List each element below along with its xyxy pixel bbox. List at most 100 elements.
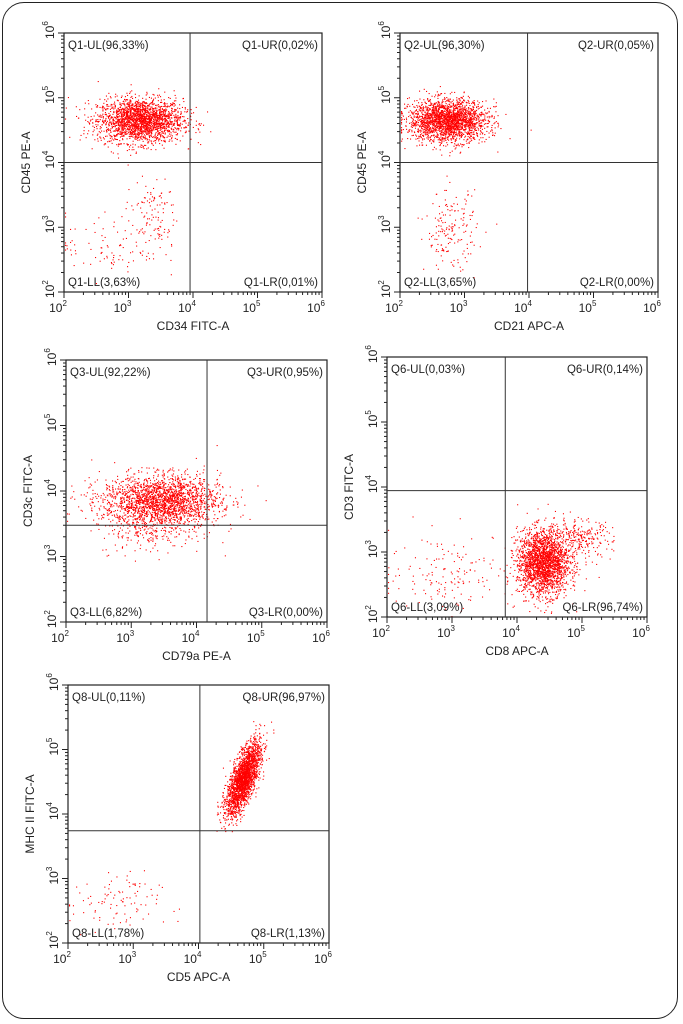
data-point xyxy=(417,138,419,140)
data-point xyxy=(134,119,136,121)
data-point xyxy=(134,111,136,113)
data-point xyxy=(421,133,423,135)
data-point xyxy=(109,114,111,116)
data-point xyxy=(445,125,447,127)
data-point xyxy=(449,98,451,100)
data-point xyxy=(149,119,151,121)
data-point xyxy=(158,88,160,90)
data-point xyxy=(471,121,473,123)
data-point xyxy=(457,110,459,112)
data-point xyxy=(441,105,443,107)
data-point xyxy=(438,94,440,96)
data-point xyxy=(172,130,174,132)
data-point xyxy=(158,127,160,129)
data-point xyxy=(127,164,129,166)
data-point xyxy=(482,101,484,103)
x-axis-label: CD21 APC-A xyxy=(494,319,564,333)
data-point xyxy=(431,117,433,119)
data-point xyxy=(132,119,134,121)
data-point xyxy=(93,129,95,131)
data-point xyxy=(448,229,450,231)
data-point xyxy=(151,214,153,216)
data-point xyxy=(136,124,138,126)
data-point xyxy=(469,113,471,115)
data-point xyxy=(168,126,170,128)
data-point xyxy=(435,106,437,108)
data-point xyxy=(140,109,142,111)
data-point xyxy=(154,97,156,99)
data-point xyxy=(131,104,133,106)
data-point xyxy=(160,118,162,120)
data-point xyxy=(114,106,116,108)
data-point xyxy=(166,120,168,122)
data-point xyxy=(151,116,153,118)
data-point xyxy=(95,106,97,108)
data-point xyxy=(464,121,466,123)
data-point xyxy=(454,128,456,130)
data-point xyxy=(471,124,473,126)
data-point xyxy=(454,140,456,142)
data-point xyxy=(99,119,101,121)
data-point xyxy=(477,114,479,116)
data-point xyxy=(171,109,173,111)
data-point xyxy=(449,129,451,131)
data-point xyxy=(106,100,108,102)
data-point xyxy=(449,135,451,137)
data-point xyxy=(108,140,110,142)
data-point xyxy=(452,226,454,228)
data-point xyxy=(161,116,163,118)
data-point xyxy=(165,127,167,129)
data-point xyxy=(115,138,117,140)
data-point xyxy=(160,124,162,126)
data-point xyxy=(442,101,444,103)
data-point xyxy=(132,125,134,127)
data-point xyxy=(129,118,131,120)
data-point xyxy=(112,119,114,121)
data-point xyxy=(422,138,424,140)
data-point xyxy=(459,98,461,100)
data-point xyxy=(172,102,174,104)
data-point xyxy=(432,203,434,205)
data-point xyxy=(129,117,131,119)
data-point xyxy=(452,136,454,138)
data-point xyxy=(146,115,148,117)
data-point xyxy=(466,119,468,121)
data-point xyxy=(460,108,462,110)
data-point xyxy=(475,123,477,125)
data-point xyxy=(427,110,429,112)
data-point xyxy=(457,259,459,261)
data-point xyxy=(157,130,159,132)
data-point xyxy=(145,98,147,100)
data-point xyxy=(101,130,103,132)
data-point xyxy=(458,108,460,110)
data-point xyxy=(145,94,147,96)
data-point xyxy=(448,134,450,136)
data-point xyxy=(483,123,485,125)
data-point xyxy=(172,204,174,206)
data-point xyxy=(139,120,141,122)
data-point xyxy=(85,119,87,121)
data-point xyxy=(443,119,445,121)
data-point xyxy=(140,110,142,112)
data-point xyxy=(432,111,434,113)
data-point xyxy=(471,103,473,105)
data-point xyxy=(164,178,166,180)
data-point xyxy=(438,107,440,109)
data-point xyxy=(137,133,139,135)
data-point xyxy=(453,137,455,139)
data-point xyxy=(432,121,434,123)
data-point xyxy=(437,129,439,131)
data-point xyxy=(444,110,446,112)
data-point xyxy=(140,138,142,140)
data-point xyxy=(119,244,121,246)
data-point xyxy=(131,108,133,110)
data-point xyxy=(141,201,143,203)
data-point xyxy=(161,202,163,204)
data-point xyxy=(451,113,453,115)
data-point xyxy=(446,113,448,115)
data-point xyxy=(151,143,153,145)
data-point xyxy=(460,102,462,104)
data-point xyxy=(157,125,159,127)
data-point xyxy=(177,133,179,135)
data-point xyxy=(432,234,434,236)
